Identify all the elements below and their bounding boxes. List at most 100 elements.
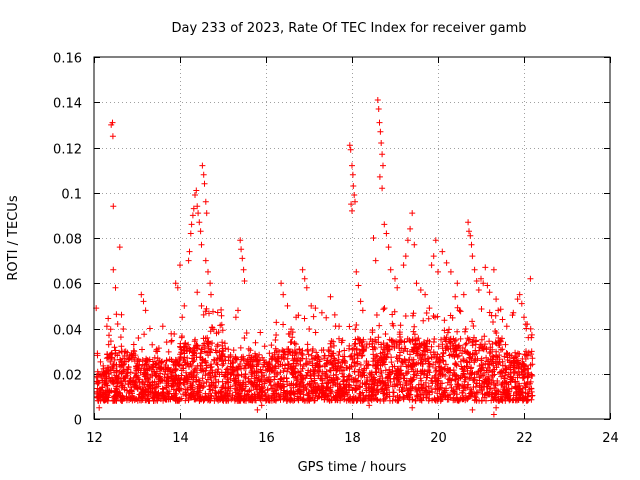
- data-point: [285, 331, 292, 337]
- data-point: [504, 393, 511, 400]
- data-point: [409, 396, 416, 403]
- data-point: [183, 369, 189, 376]
- data-point: [448, 384, 455, 391]
- data-point: [373, 339, 380, 345]
- data-point: [181, 343, 188, 350]
- data-point: [520, 374, 527, 381]
- data-point: [291, 356, 298, 363]
- data-point: [152, 391, 159, 397]
- data-point: [343, 384, 350, 391]
- data-point: [519, 362, 526, 368]
- data-point: [104, 397, 111, 404]
- data-point: [323, 314, 330, 321]
- data-point: [133, 363, 140, 370]
- data-point: [356, 340, 363, 347]
- data-point: [346, 342, 353, 349]
- data-point: [352, 326, 359, 333]
- data-point: [498, 373, 505, 380]
- data-point: [355, 282, 362, 289]
- data-point: [277, 369, 284, 376]
- data-point: [381, 305, 388, 312]
- data-point: [250, 383, 257, 390]
- data-point: [509, 397, 516, 404]
- data-point: [325, 380, 332, 387]
- data-point: [484, 365, 491, 371]
- data-point: [172, 365, 178, 372]
- data-point: [468, 364, 475, 371]
- data-point: [215, 366, 222, 373]
- data-point: [377, 379, 383, 385]
- data-point: [431, 336, 438, 342]
- data-point: [191, 350, 198, 357]
- data-point: [172, 372, 179, 379]
- data-point: [136, 376, 143, 383]
- data-point: [181, 377, 188, 383]
- data-point: [366, 341, 373, 348]
- data-point: [117, 357, 124, 363]
- data-point: [261, 372, 267, 379]
- data-point: [114, 393, 121, 400]
- data-point: [361, 396, 368, 403]
- data-point: [118, 370, 125, 377]
- data-point: [340, 357, 347, 364]
- data-point: [312, 329, 319, 336]
- data-point: [529, 355, 536, 362]
- data-point: [211, 356, 217, 363]
- data-point: [427, 349, 434, 356]
- data-point: [268, 385, 275, 392]
- data-point: [512, 383, 519, 390]
- data-point: [206, 310, 212, 317]
- data-point: [121, 375, 127, 382]
- data-point: [354, 335, 361, 342]
- y-tick-label: 0.14: [53, 97, 82, 112]
- data-point: [287, 339, 294, 346]
- data-point: [240, 266, 247, 273]
- data-point: [486, 289, 493, 296]
- data-point: [368, 371, 374, 378]
- data-point: [452, 293, 459, 300]
- data-point: [205, 345, 212, 352]
- data-point: [441, 365, 448, 372]
- data-point: [139, 346, 145, 353]
- data-point: [336, 368, 343, 374]
- data-point: [211, 397, 218, 404]
- data-point: [459, 389, 466, 396]
- data-point: [156, 364, 163, 371]
- data-point: [392, 275, 398, 282]
- data-point: [447, 268, 454, 275]
- y-tick-label: 0.16: [53, 52, 82, 67]
- data-point: [315, 373, 322, 379]
- data-point: [217, 389, 224, 396]
- data-point: [411, 371, 418, 378]
- data-point: [178, 334, 185, 341]
- data-point: [521, 314, 527, 321]
- data-point: [445, 376, 452, 383]
- data-point: [348, 353, 355, 360]
- data-point: [200, 311, 207, 318]
- data-point: [339, 353, 346, 360]
- data-point: [145, 393, 152, 399]
- data-point: [295, 387, 302, 394]
- data-point: [359, 307, 366, 314]
- data-point: [312, 379, 318, 386]
- data-point: [211, 390, 218, 396]
- data-point: [202, 335, 209, 342]
- data-point: [197, 228, 204, 235]
- data-point: [513, 392, 520, 399]
- data-point: [424, 356, 431, 362]
- data-point: [180, 347, 187, 354]
- data-point: [464, 335, 471, 342]
- data-point: [379, 151, 386, 158]
- y-tick-label: 0.1: [61, 188, 82, 203]
- data-point: [130, 341, 137, 348]
- data-point: [525, 349, 532, 356]
- data-point: [112, 284, 119, 291]
- data-point: [370, 376, 377, 383]
- data-point: [446, 326, 452, 333]
- data-point: [353, 268, 360, 275]
- data-point: [528, 334, 535, 341]
- data-point: [323, 360, 330, 367]
- data-point: [318, 309, 325, 316]
- data-point: [463, 358, 470, 365]
- data-point: [219, 327, 226, 334]
